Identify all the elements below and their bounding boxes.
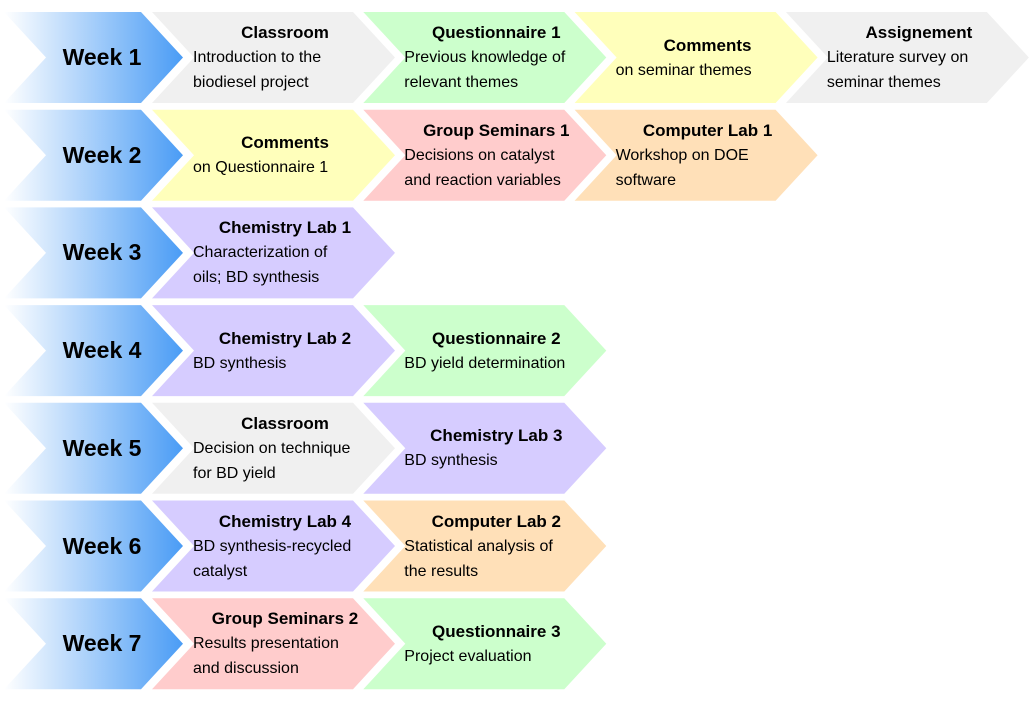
- week-label: Week 6: [62, 532, 142, 559]
- week-label: Week 4: [62, 337, 142, 364]
- activity-title: Chemistry Lab 4: [218, 511, 352, 531]
- activity-title: Assignement: [865, 23, 973, 42]
- activity-description: Workshop on DOE software: [615, 146, 749, 189]
- activity-description: Decisions on catalyst and reaction varia…: [404, 146, 561, 189]
- activity-description: on Questionnaire 1: [193, 159, 329, 177]
- activity-computer: Computer Lab 1 Workshop on DOE software: [616, 110, 800, 201]
- week-label: Week 1: [62, 44, 142, 70]
- activity-chevron-seminar: [152, 598, 395, 690]
- week-chevron: [4, 500, 183, 592]
- activity-chevron-classroom: [152, 12, 395, 103]
- activity-chevron-comments: [574, 12, 818, 103]
- activity-chemistry: Chemistry Lab 1 Characterization of oils;…: [193, 207, 377, 298]
- activity-classroom: Classroom Decision on technique for BD yi…: [193, 403, 377, 494]
- activity-title: Comments: [663, 35, 752, 55]
- activity-classroom: Classroom Introduction to the biodiesel p…: [193, 12, 377, 103]
- activity-description: Statistical analysis of the results: [404, 537, 553, 580]
- activity-description: Characterization of oils; BD synthesis: [193, 244, 328, 287]
- week-chevron: [4, 207, 183, 299]
- activity-chevron-chemistry: [152, 207, 395, 299]
- week-chevron: [4, 109, 183, 201]
- week-label: Week 5: [62, 434, 142, 461]
- week-chevron: [4, 305, 183, 397]
- activity-chevron-chemistry: [152, 500, 395, 592]
- activity-description: on seminar themes: [615, 61, 752, 79]
- activity-description: BD synthesis: [404, 452, 498, 470]
- activity-description: Decision on technique for BD yield: [193, 439, 351, 482]
- week-label: Week 3: [62, 239, 142, 266]
- week-chevron: [4, 402, 183, 494]
- activity-computer: Computer Lab 2 Statistical analysis of th…: [404, 501, 588, 592]
- activity-title: Computer Lab 1: [642, 120, 773, 140]
- activity-assignment: Assignement Literature survey on seminar …: [827, 12, 1011, 103]
- activity-title: Classroom: [241, 413, 329, 433]
- activity-chevron-chemistry: [363, 402, 607, 494]
- activity-chevron-questionnaire: [363, 305, 607, 397]
- activity-chemistry: Chemistry Lab 2 BD synthesis: [193, 305, 377, 396]
- activity-questionnaire: Questionnaire 3 Project evaluation: [404, 598, 588, 689]
- activity-title: Chemistry Lab 1: [218, 218, 352, 238]
- activity-title: Chemistry Lab 2: [218, 328, 352, 348]
- activity-title: Computer Lab 2: [431, 511, 561, 531]
- activity-chevron-classroom: [152, 402, 395, 494]
- activity-title: Classroom: [241, 23, 329, 42]
- activity-chevron-computer: [363, 500, 607, 592]
- activity-chevron-questionnaire: [363, 12, 607, 103]
- activity-title: Questionnaire 3: [432, 621, 561, 641]
- week-chevron: [4, 598, 183, 690]
- activity-title: Chemistry Lab 3: [430, 426, 563, 446]
- activity-description: Literature survey on seminar themes: [826, 49, 969, 91]
- activity-description: BD synthesis-recycled catalyst: [193, 537, 352, 580]
- activity-chemistry: Chemistry Lab 3 BD synthesis: [404, 403, 588, 494]
- activity-chemistry: Chemistry Lab 4 BD synthesis-recycled cat…: [193, 501, 377, 592]
- activity-chevron-comments: [152, 109, 395, 201]
- activity-title: Questionnaire 2: [432, 328, 561, 348]
- week-label: Week 7: [62, 630, 142, 657]
- activity-description: Project evaluation: [404, 647, 532, 665]
- activity-title: Group Seminars 1: [423, 120, 570, 140]
- activity-description: BD synthesis: [193, 354, 287, 372]
- activity-description: Results presentation and discussion: [193, 635, 339, 678]
- activity-chevron-assignment: [785, 12, 1029, 103]
- activity-title: Comments: [241, 133, 329, 153]
- activity-description: Previous knowledge of relevant themes: [404, 49, 566, 91]
- activity-description: BD yield determination: [404, 354, 566, 372]
- activity-chevron-seminar: [363, 109, 607, 201]
- activity-chevron-computer: [574, 109, 818, 201]
- activity-chevron-chemistry: [152, 305, 395, 397]
- activity-comments: Comments on Questionnaire 1: [193, 110, 377, 201]
- activity-questionnaire: Questionnaire 2 BD yield determination: [404, 305, 588, 396]
- activity-description: Introduction to the biodiesel project: [193, 49, 322, 91]
- week-chevron: [4, 12, 183, 103]
- activity-seminar: Group Seminars 1 Decisions on catalyst an…: [404, 110, 588, 201]
- activity-comments: Comments on seminar themes: [616, 12, 800, 103]
- activity-seminar: Group Seminars 2 Results presentation and…: [193, 598, 377, 689]
- activity-title: Questionnaire 1: [432, 23, 561, 42]
- activity-title: Group Seminars 2: [211, 609, 359, 629]
- week-label: Week 2: [62, 141, 142, 168]
- activity-questionnaire: Questionnaire 1 Previous knowledge of rel…: [404, 12, 588, 103]
- activity-chevron-questionnaire: [363, 598, 607, 690]
